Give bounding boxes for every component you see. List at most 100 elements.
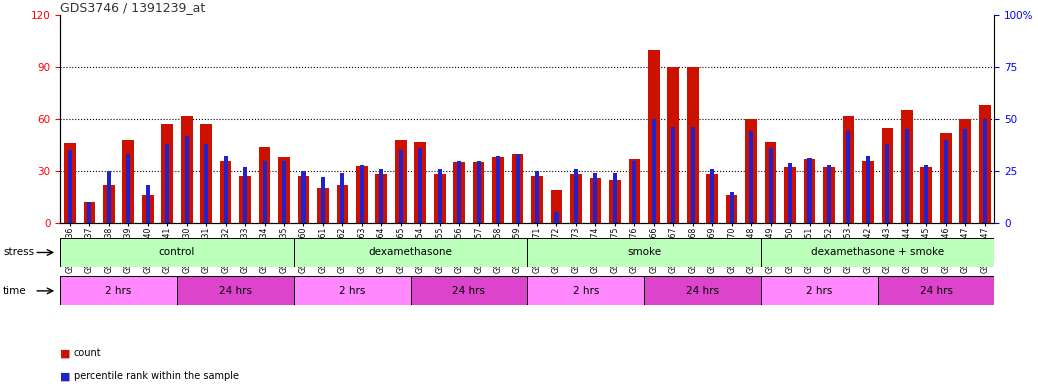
Text: smoke: smoke bbox=[627, 247, 661, 258]
Bar bbox=[223, 156, 227, 223]
Bar bbox=[730, 192, 734, 223]
Bar bbox=[866, 156, 870, 223]
Bar bbox=[785, 167, 796, 223]
Bar bbox=[644, 276, 761, 305]
Bar bbox=[418, 148, 422, 223]
Text: 24 hrs: 24 hrs bbox=[686, 286, 719, 296]
Text: dexamethasone + smoke: dexamethasone + smoke bbox=[811, 247, 945, 258]
Bar bbox=[846, 131, 850, 223]
Text: 24 hrs: 24 hrs bbox=[453, 286, 486, 296]
Bar bbox=[672, 127, 676, 223]
Bar bbox=[590, 178, 601, 223]
Bar bbox=[531, 176, 543, 223]
Bar bbox=[379, 169, 383, 223]
Bar bbox=[176, 276, 294, 305]
Bar bbox=[979, 105, 990, 223]
Bar bbox=[940, 133, 952, 223]
Bar bbox=[142, 195, 154, 223]
Bar bbox=[881, 127, 894, 223]
Bar bbox=[667, 67, 679, 223]
Bar bbox=[473, 162, 485, 223]
Bar bbox=[243, 167, 247, 223]
Bar bbox=[827, 165, 831, 223]
Bar bbox=[924, 165, 928, 223]
Bar bbox=[726, 195, 738, 223]
Bar bbox=[321, 177, 325, 223]
Bar bbox=[394, 140, 407, 223]
Bar bbox=[376, 174, 387, 223]
Bar bbox=[745, 119, 757, 223]
Bar bbox=[554, 212, 558, 223]
Bar bbox=[877, 276, 994, 305]
Text: 2 hrs: 2 hrs bbox=[339, 286, 365, 296]
Bar bbox=[574, 169, 578, 223]
Bar bbox=[360, 165, 364, 223]
Bar bbox=[687, 67, 699, 223]
Bar bbox=[570, 174, 581, 223]
Bar bbox=[204, 144, 209, 223]
Bar bbox=[527, 276, 644, 305]
Bar bbox=[83, 202, 95, 223]
Bar bbox=[356, 166, 367, 223]
Bar bbox=[788, 162, 792, 223]
Text: 24 hrs: 24 hrs bbox=[219, 286, 252, 296]
Text: 2 hrs: 2 hrs bbox=[807, 286, 832, 296]
Bar bbox=[454, 162, 465, 223]
Bar bbox=[301, 171, 305, 223]
Bar bbox=[761, 238, 994, 267]
Bar bbox=[438, 169, 442, 223]
Bar bbox=[690, 127, 694, 223]
Text: stress: stress bbox=[3, 247, 34, 258]
Bar bbox=[239, 176, 251, 223]
Text: 2 hrs: 2 hrs bbox=[573, 286, 599, 296]
Bar bbox=[278, 157, 290, 223]
Bar bbox=[127, 154, 131, 223]
Bar bbox=[220, 161, 231, 223]
Bar bbox=[612, 173, 617, 223]
Bar bbox=[843, 116, 854, 223]
Bar bbox=[516, 154, 520, 223]
Bar bbox=[983, 119, 987, 223]
Bar bbox=[803, 159, 816, 223]
Bar bbox=[768, 148, 772, 223]
Text: 2 hrs: 2 hrs bbox=[106, 286, 132, 296]
Bar bbox=[765, 142, 776, 223]
Bar bbox=[103, 185, 114, 223]
Bar bbox=[340, 173, 345, 223]
Bar bbox=[165, 144, 169, 223]
Bar bbox=[162, 124, 173, 223]
Bar bbox=[609, 180, 621, 223]
Bar bbox=[122, 140, 134, 223]
Bar bbox=[629, 159, 640, 223]
Bar bbox=[496, 156, 500, 223]
Bar bbox=[761, 276, 877, 305]
Bar bbox=[959, 119, 972, 223]
Bar bbox=[492, 157, 504, 223]
Bar bbox=[185, 136, 189, 223]
Bar bbox=[905, 129, 909, 223]
Bar bbox=[823, 167, 835, 223]
Bar bbox=[336, 185, 349, 223]
Bar bbox=[710, 169, 714, 223]
Bar bbox=[476, 161, 481, 223]
Bar bbox=[294, 238, 527, 267]
Text: time: time bbox=[3, 286, 27, 296]
Bar bbox=[60, 238, 294, 267]
Bar bbox=[87, 202, 91, 223]
Bar bbox=[181, 116, 193, 223]
Bar bbox=[808, 159, 812, 223]
Bar bbox=[901, 111, 912, 223]
Text: ■: ■ bbox=[60, 348, 71, 358]
Text: 24 hrs: 24 hrs bbox=[920, 286, 953, 296]
Bar bbox=[434, 174, 445, 223]
Bar bbox=[64, 143, 76, 223]
Bar bbox=[594, 173, 598, 223]
Text: control: control bbox=[159, 247, 195, 258]
Bar bbox=[535, 171, 539, 223]
Bar bbox=[263, 161, 267, 223]
Bar bbox=[862, 161, 874, 223]
Bar bbox=[67, 150, 72, 223]
Bar bbox=[551, 190, 563, 223]
Bar bbox=[294, 276, 410, 305]
Bar bbox=[60, 276, 176, 305]
